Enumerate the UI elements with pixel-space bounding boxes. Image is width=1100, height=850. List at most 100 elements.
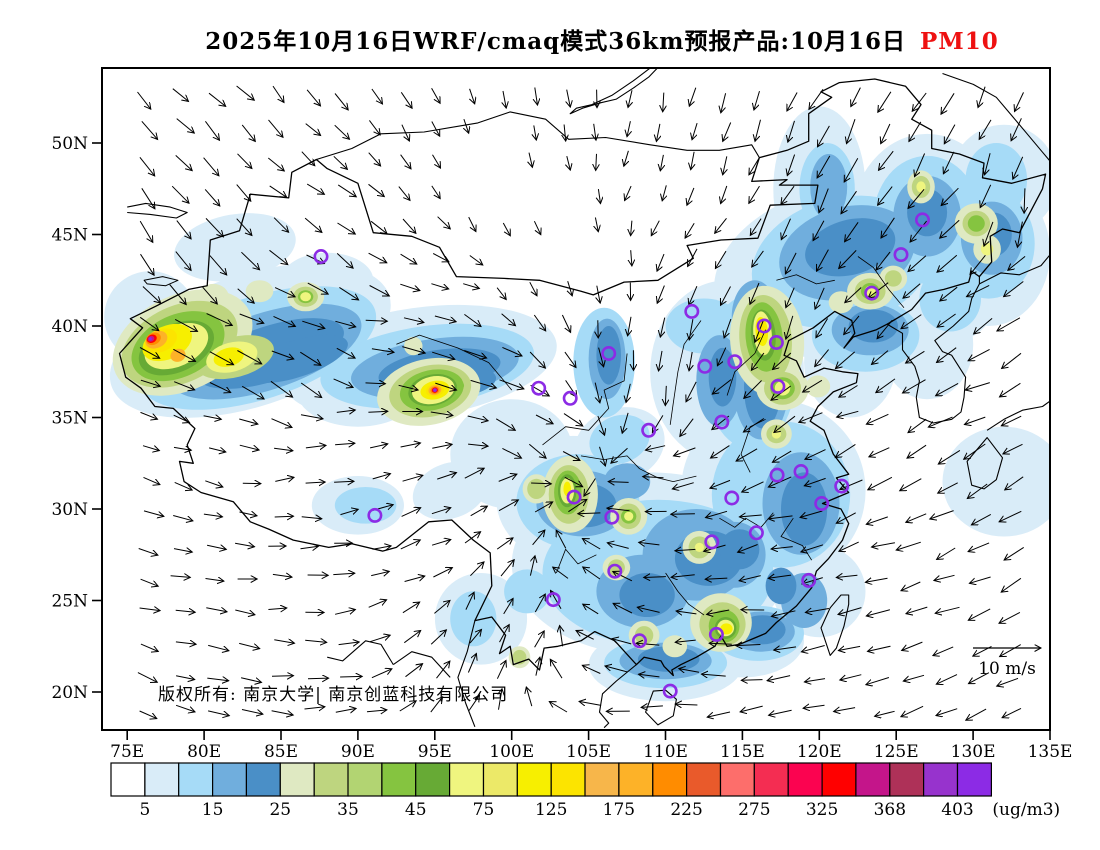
wind-arrow — [809, 89, 824, 109]
wind-arrow — [845, 222, 859, 241]
wind-arrow — [903, 674, 925, 681]
wind-arrow — [304, 217, 322, 232]
wind-arrow — [787, 154, 796, 176]
wind-arrow — [1004, 546, 1024, 560]
wind-arrow — [937, 347, 957, 363]
wind-arrow — [768, 516, 793, 519]
wind-arrow — [804, 477, 826, 485]
wind-arrow — [876, 378, 896, 393]
wind-arrow — [431, 185, 440, 199]
wind-arrow — [907, 444, 927, 458]
wind-arrow — [934, 574, 955, 580]
colorbar-tick-label: 75 — [473, 800, 495, 820]
wind-arrow — [534, 594, 545, 613]
lat-tick-label: 20N — [51, 683, 88, 703]
wind-arrow — [723, 156, 727, 174]
wind-arrow — [235, 609, 255, 615]
wind-arrow — [912, 92, 927, 111]
colorbar-tick-label: 125 — [535, 800, 567, 820]
wind-arrow — [819, 188, 829, 213]
wind-arrow — [637, 607, 660, 613]
wind-arrow — [906, 513, 927, 523]
wind-arrow — [866, 609, 891, 616]
wind-arrow — [430, 630, 446, 645]
wind-arrow — [464, 532, 481, 544]
wind-arrow — [239, 313, 264, 323]
station-circle-marker — [607, 563, 623, 579]
wind-arrow — [437, 216, 451, 229]
wind-arrow — [639, 674, 660, 677]
wind-arrow — [680, 418, 694, 437]
wind-arrow — [372, 474, 391, 480]
wind-arrow — [1003, 443, 1023, 454]
wind-arrow — [750, 218, 762, 236]
pm-contour-blob — [810, 154, 848, 220]
wind-arrow — [625, 185, 632, 201]
wind-arrow — [431, 540, 451, 546]
wind-arrow — [436, 661, 450, 679]
wind-arrow — [944, 124, 956, 144]
wind-arrow — [984, 221, 994, 246]
boundary-korea — [886, 276, 980, 424]
wind-arrow — [556, 530, 567, 549]
wind-arrow — [643, 477, 664, 478]
wind-arrow — [721, 286, 731, 306]
wind-arrow — [173, 414, 190, 422]
colorbar-unit-label: (ug/m3) — [992, 800, 1060, 820]
wind-arrow — [173, 447, 191, 450]
station-circle-marker — [714, 414, 730, 430]
wind-arrow — [435, 382, 456, 390]
wind-arrow — [534, 125, 537, 140]
wind-arrow — [170, 576, 191, 578]
wind-arrow — [529, 556, 535, 576]
wind-arrow — [371, 571, 389, 575]
station-circle-marker — [756, 318, 772, 334]
wind-arrow — [840, 479, 863, 489]
wind-arrow — [366, 710, 387, 712]
wind-arrow — [567, 89, 571, 108]
wind-arrow — [239, 642, 260, 648]
wind-arrow — [869, 447, 890, 457]
wind-arrow — [301, 151, 315, 166]
wind-arrow — [941, 187, 959, 205]
wind-arrow — [529, 152, 532, 168]
wind-arrow — [594, 123, 596, 140]
wind-arrow — [468, 444, 488, 446]
wind-arrow — [799, 412, 823, 423]
wind-arrow — [369, 285, 390, 297]
wind-arrow — [636, 643, 660, 645]
wind-arrow — [970, 254, 986, 274]
wind-arrow — [239, 512, 258, 516]
pm-contour-blob — [589, 414, 650, 465]
boundary-balkhash — [127, 202, 188, 219]
wind-arrow — [710, 479, 731, 488]
pm-contour-blob — [334, 487, 397, 524]
wind-arrow — [305, 123, 321, 136]
wind-arrow — [207, 710, 229, 716]
wind-arrow — [786, 315, 794, 339]
wind-arrow — [622, 412, 629, 433]
wind-arrow — [639, 542, 660, 545]
wind-arrow — [336, 410, 356, 412]
colorbar-tick-label: 35 — [337, 800, 359, 820]
wind-arrow — [271, 710, 294, 715]
wind-arrow — [612, 639, 632, 645]
boundary-prov7 — [556, 548, 597, 574]
colorbar-cell — [889, 762, 925, 797]
wind-arrow — [936, 708, 958, 716]
wind-arrow — [834, 708, 856, 712]
wind-arrow — [498, 500, 518, 512]
wind-arrow — [526, 687, 533, 707]
wind-arrow — [502, 222, 510, 236]
wind-arrow — [815, 349, 829, 367]
wind-arrow — [175, 251, 191, 271]
lon-tick-label: 105E — [566, 742, 611, 762]
colorbar-cell — [753, 762, 789, 797]
wind-arrow — [333, 573, 355, 574]
wind-arrow — [665, 385, 666, 406]
station-circle-marker — [313, 249, 329, 265]
wind-arrow — [688, 248, 698, 267]
wind-arrow — [751, 352, 765, 370]
wind-arrow — [687, 187, 695, 205]
wind-arrow — [237, 153, 252, 169]
